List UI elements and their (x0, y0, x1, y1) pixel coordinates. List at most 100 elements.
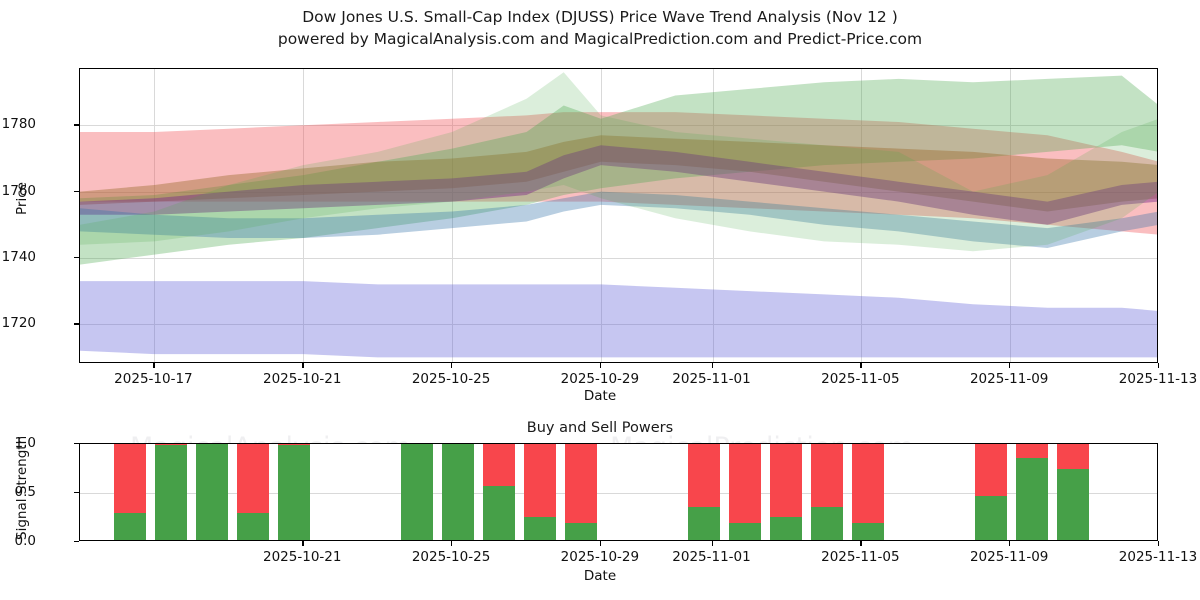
sell-power-segment (524, 444, 556, 518)
sell-power-segment (155, 444, 187, 445)
tick-mark (302, 541, 304, 546)
signal-bar (401, 444, 433, 540)
sell-power-segment (114, 444, 146, 513)
buy-power-segment (811, 506, 843, 540)
signal-bar (237, 444, 269, 540)
signal-x-tick-label: 2025-10-21 (263, 549, 342, 565)
signal-x-tick-label: 2025-11-01 (672, 549, 751, 565)
buy-power-segment (278, 444, 310, 540)
tick-mark (860, 363, 862, 368)
signal-y-tick-label: 0.0 (14, 533, 36, 549)
gridline-vertical (600, 69, 602, 362)
buy-power-segment (483, 486, 515, 540)
gridline-horizontal (80, 493, 1157, 494)
sell-power-segment (688, 444, 720, 507)
buy-power-segment (852, 523, 884, 540)
tick-mark (1009, 541, 1011, 546)
price-x-tick-label: 2025-11-09 (969, 371, 1049, 387)
price-x-tick-label: 2025-10-29 (560, 371, 640, 387)
sell-power-segment (1016, 444, 1048, 458)
gridline-vertical (303, 69, 305, 362)
signal-bar (1016, 444, 1048, 540)
tick-mark (711, 363, 713, 368)
price-band-outer-red-band (80, 112, 1157, 235)
price-y-tick-label: 1760 (1, 182, 36, 199)
gridline-vertical (712, 69, 714, 362)
signal-bar (524, 444, 556, 540)
buy-power-segment (114, 512, 146, 540)
signal-x-tick-label: 2025-10-25 (411, 549, 491, 565)
signal-y-tick-label: 0.5 (14, 484, 36, 500)
signal-bar (114, 444, 146, 540)
tick-mark (1158, 541, 1160, 546)
price-band-purple-core-band (80, 145, 1157, 225)
signal-bar (811, 444, 843, 540)
signal-bar (1057, 444, 1089, 540)
sell-power-segment (278, 444, 310, 445)
gridline-horizontal (80, 125, 1157, 127)
price-band-blue-support-band (80, 191, 1157, 248)
signal-x-tick-label: 2025-11-09 (969, 549, 1049, 565)
price-band-outer-green-band (80, 75, 1157, 265)
gridline-horizontal (80, 257, 1157, 259)
sell-power-segment (852, 444, 884, 524)
sell-power-segment (811, 444, 843, 507)
price-wave-plot-area (79, 68, 1158, 363)
buy-power-segment (442, 444, 474, 540)
signal-bar (565, 444, 597, 540)
buy-power-segment (729, 523, 761, 540)
buy-power-segment (688, 506, 720, 540)
buy-power-segment (237, 512, 269, 540)
signal-x-tick-label: 2025-11-13 (1118, 549, 1198, 565)
price-wave-bands (80, 72, 1157, 358)
gridline-vertical (154, 69, 156, 362)
signal-bar (852, 444, 884, 540)
sell-power-segment (770, 444, 802, 518)
sell-power-segment (975, 444, 1007, 496)
buy-power-segment (524, 517, 556, 540)
buy-power-segment (401, 444, 433, 540)
price-band-lower-violet-band (80, 281, 1157, 358)
tick-mark (74, 443, 79, 445)
tick-mark (74, 323, 79, 325)
price-y-tick-label: 1720 (1, 315, 36, 332)
tick-mark (1009, 363, 1011, 368)
signal-bar (770, 444, 802, 540)
buy-sell-plot-area (79, 443, 1158, 541)
tick-mark (74, 541, 79, 543)
price-band-brown-trend-band (80, 135, 1157, 212)
price-x-tick-label: 2025-10-21 (263, 371, 342, 387)
tick-mark (451, 541, 453, 546)
gridline-vertical (1010, 69, 1012, 362)
signal-bar (729, 444, 761, 540)
signal-x-tick-label: 2025-10-29 (560, 549, 640, 565)
buy-power-segment (1016, 457, 1048, 540)
tick-mark (74, 124, 79, 126)
gridline-horizontal (80, 191, 1157, 193)
price-x-tick-label: 2025-11-05 (821, 371, 900, 387)
tick-mark (451, 363, 453, 368)
tick-mark (599, 541, 602, 546)
price-x-axis-label: Date (583, 388, 617, 404)
sell-power-segment (1057, 444, 1089, 470)
signal-bar (688, 444, 720, 540)
price-y-tick-label: 1740 (1, 248, 36, 265)
signal-y-tick-label: 1.0 (14, 435, 36, 451)
tick-mark (711, 541, 713, 546)
signal-subplot-title: Buy and Sell Powers (526, 420, 674, 436)
signal-bar (975, 444, 1007, 540)
tick-mark (599, 363, 602, 368)
signal-x-tick-label: 2025-11-05 (821, 549, 900, 565)
signal-bar (155, 444, 187, 540)
tick-mark (74, 492, 79, 494)
sell-power-segment (237, 444, 269, 513)
tick-mark (860, 541, 862, 546)
price-x-tick-label: 2025-10-17 (114, 371, 193, 387)
buy-power-segment (975, 495, 1007, 540)
tick-mark (74, 190, 79, 192)
buy-power-segment (196, 444, 228, 540)
tick-mark (74, 256, 79, 259)
signal-bar (196, 444, 228, 540)
chart-title-line-2: powered by MagicalAnalysis.com and Magic… (277, 30, 923, 48)
sell-power-segment (483, 444, 515, 487)
